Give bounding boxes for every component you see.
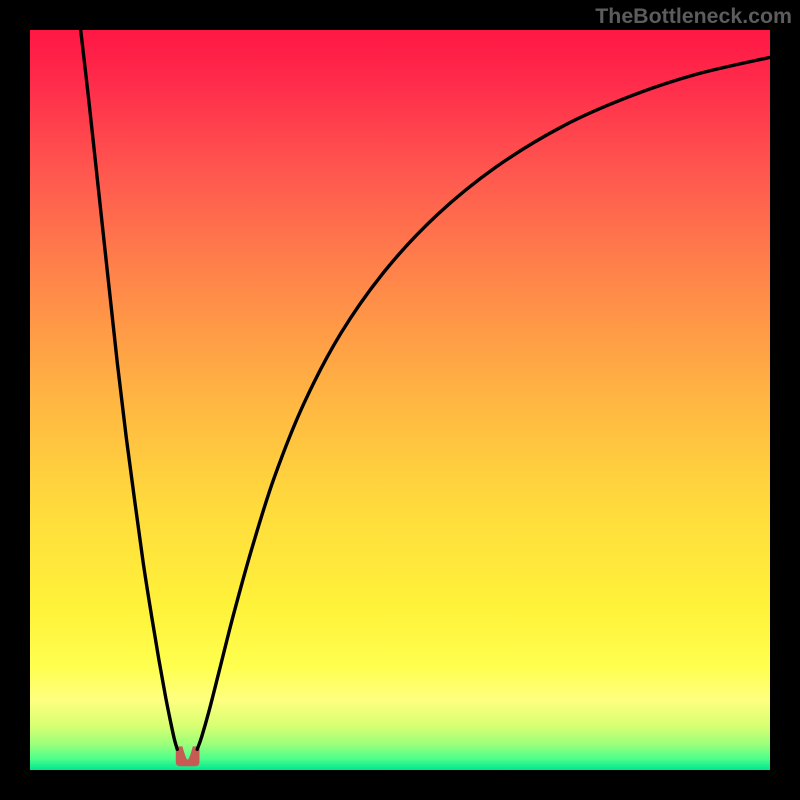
- curve-layer: [30, 30, 770, 770]
- watermark-text: TheBottleneck.com: [595, 4, 792, 29]
- chart-container: TheBottleneck.com: [0, 0, 800, 800]
- curve-right-branch: [197, 57, 770, 749]
- plot-area: [30, 30, 770, 770]
- curve-left-branch: [81, 30, 178, 749]
